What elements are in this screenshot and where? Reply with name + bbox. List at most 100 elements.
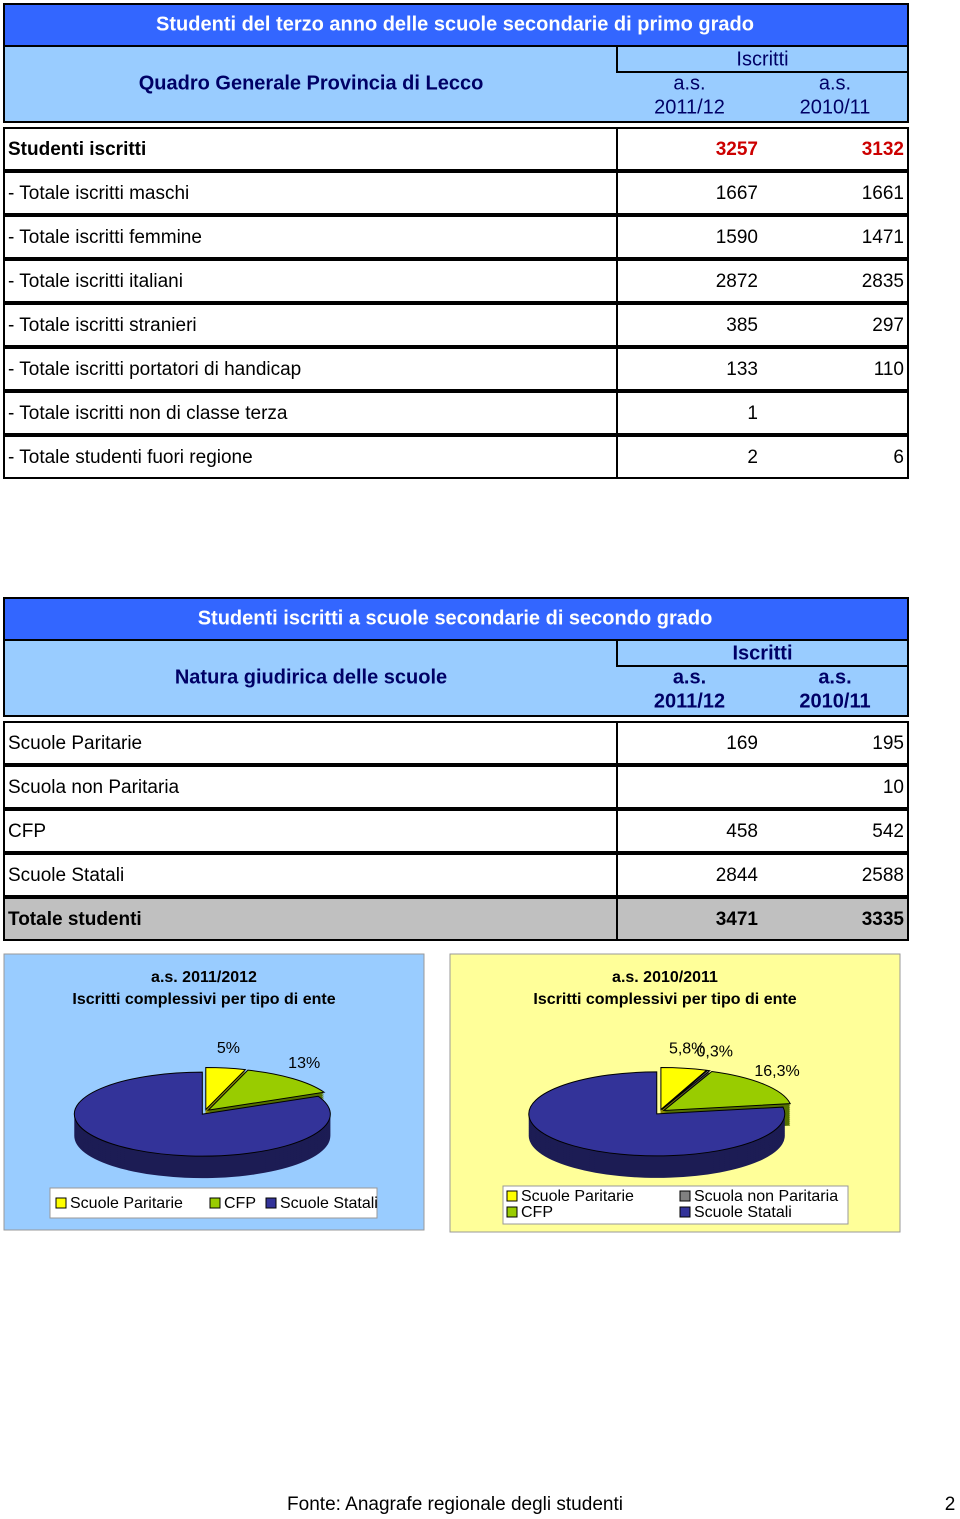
cell-value: 2835 [862, 271, 904, 292]
row [3, 809, 909, 853]
cell-value: 2872 [716, 271, 758, 292]
header [3, 639, 909, 717]
row-label: Scuole Paritarie [8, 733, 142, 754]
pie-slice [73, 1071, 331, 1157]
legend-swatch [506, 1190, 518, 1202]
legend-label: Scuola non Paritaria [694, 1188, 838, 1205]
row [3, 897, 909, 941]
cell-value: 1667 [716, 183, 758, 204]
cell-value: 133 [726, 359, 758, 380]
value-label: 16,3% [754, 1063, 799, 1080]
row [3, 215, 909, 259]
legend-swatch [679, 1206, 691, 1218]
pie-slice [528, 1071, 786, 1157]
header [3, 45, 909, 123]
cell-value: 110 [874, 359, 904, 380]
pie-slice [206, 1069, 326, 1111]
table-subtitle: Quadro Generale Provincia di Lecco [139, 72, 484, 94]
cell-value: 3257 [716, 139, 758, 160]
group-header: Iscritti [732, 642, 792, 664]
column-header: a.s. [673, 72, 705, 94]
row-label: - Totale iscritti femmine [8, 227, 202, 248]
legend-swatch [265, 1197, 277, 1209]
legend-label: CFP [521, 1204, 553, 1221]
row [3, 171, 909, 215]
legend-label: Scuole Paritarie [70, 1195, 183, 1212]
column-header: a.s. [819, 72, 851, 94]
value-label: 13% [288, 1055, 320, 1072]
column-header: 2010/11 [799, 690, 870, 712]
column-header: a.s. [818, 666, 851, 688]
value-label: 5,8% [669, 1040, 705, 1057]
row [3, 259, 909, 303]
legend-swatch [679, 1190, 691, 1202]
row-label: Scuole Statali [8, 865, 124, 886]
cell-value: 1471 [862, 227, 904, 248]
legend-swatch [55, 1197, 67, 1209]
column-header: 2010/11 [800, 96, 871, 118]
pie-slice [662, 1070, 791, 1112]
legend-label: CFP [224, 1195, 256, 1212]
title-bar [3, 597, 909, 641]
row-label: - Totale iscritti portatori di handicap [8, 359, 301, 380]
cell-value: 3132 [862, 139, 904, 160]
row-label: Studenti iscritti [8, 139, 146, 160]
cell-value: 195 [872, 733, 904, 754]
row-label: - Totale iscritti stranieri [8, 315, 197, 336]
legend-label: Scuole Statali [694, 1204, 792, 1221]
row [3, 765, 909, 809]
pie-slice [205, 1067, 247, 1111]
legend-label: Scuole Paritarie [521, 1188, 634, 1205]
row-label: - Totale iscritti maschi [8, 183, 189, 204]
row [3, 721, 909, 765]
cell-value: 10 [883, 777, 904, 798]
legend-swatch [209, 1197, 221, 1209]
chart-title: a.s. 2010/2011 [612, 969, 718, 986]
cell-value: 1661 [862, 183, 904, 204]
legend-swatch [506, 1206, 518, 1218]
cell-value: 458 [726, 821, 758, 842]
row-label: - Totale studenti fuori regione [8, 447, 253, 468]
value-label: 5% [217, 1040, 240, 1057]
legend-label: Scuole Statali [280, 1195, 378, 1212]
chart-subtitle: Iscritti complessivi per tipo di ente [533, 991, 796, 1008]
group-header: Iscritti [736, 48, 788, 70]
table-title: Studenti iscritti a scuole secondarie di… [198, 607, 713, 629]
row [3, 853, 909, 897]
cell-value: 297 [872, 315, 904, 336]
row [3, 347, 909, 391]
cell-value: 3335 [862, 909, 905, 930]
cell-value: 2588 [862, 865, 904, 886]
cell-value: 6 [893, 447, 904, 468]
row [3, 391, 909, 435]
cell-value: 1590 [716, 227, 758, 248]
cell-value: 2844 [716, 865, 759, 886]
page-number: 2 [945, 1494, 956, 1515]
column-header: 2011/12 [654, 690, 725, 712]
row-label: - Totale iscritti italiani [8, 271, 183, 292]
row-label: Totale studenti [8, 909, 142, 930]
chart-title: a.s. 2011/2012 [151, 969, 257, 986]
pie-slice [661, 1069, 711, 1111]
cell-value: 169 [726, 733, 758, 754]
row-label: CFP [8, 821, 46, 842]
title-bar [3, 3, 909, 47]
cell-value: 2 [747, 447, 758, 468]
row-label: - Totale iscritti non di classe terza [8, 403, 288, 424]
row-label: Scuola non Paritaria [8, 777, 180, 798]
group-header-box [616, 639, 909, 667]
cell-value: 1 [747, 403, 758, 424]
chart-subtitle: Iscritti complessivi per tipo di ente [72, 991, 335, 1008]
row [3, 303, 909, 347]
cell-value: 3471 [716, 909, 759, 930]
column-header: a.s. [673, 666, 706, 688]
row [3, 127, 909, 171]
cell-value: 542 [872, 821, 904, 842]
table-subtitle: Natura giudirica delle scuole [175, 666, 447, 688]
legend-box [502, 1185, 849, 1225]
row [3, 435, 909, 479]
cell-value: 385 [726, 315, 758, 336]
table-title: Studenti del terzo anno delle scuole sec… [156, 13, 754, 35]
